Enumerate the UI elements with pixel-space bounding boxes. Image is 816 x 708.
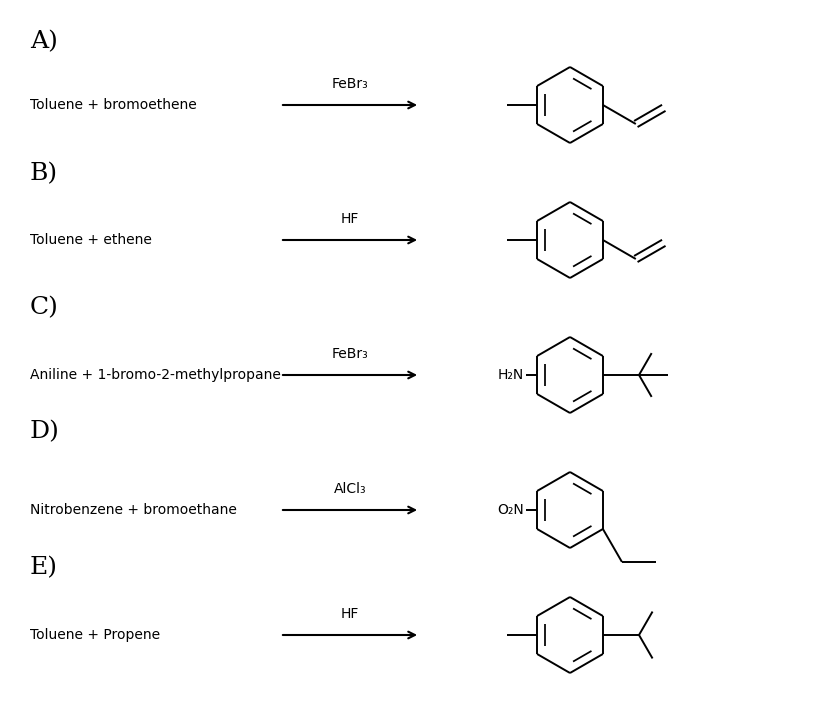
Text: AlCl₃: AlCl₃ [334,482,366,496]
Text: HF: HF [341,607,359,621]
Text: D): D) [30,420,60,443]
Text: H₂N: H₂N [498,368,524,382]
Text: B): B) [30,162,58,185]
Text: C): C) [30,296,59,319]
Text: FeBr₃: FeBr₃ [331,77,368,91]
Text: Toluene + bromoethene: Toluene + bromoethene [30,98,197,112]
Text: Toluene + ethene: Toluene + ethene [30,233,152,247]
Text: E): E) [30,556,58,579]
Text: HF: HF [341,212,359,226]
Text: Nitrobenzene + bromoethane: Nitrobenzene + bromoethane [30,503,237,517]
Text: O₂N: O₂N [497,503,524,517]
Text: Toluene + Propene: Toluene + Propene [30,628,160,642]
Text: A): A) [30,30,58,53]
Text: Aniline + 1-bromo-2-methylpropane: Aniline + 1-bromo-2-methylpropane [30,368,281,382]
Text: FeBr₃: FeBr₃ [331,347,368,361]
